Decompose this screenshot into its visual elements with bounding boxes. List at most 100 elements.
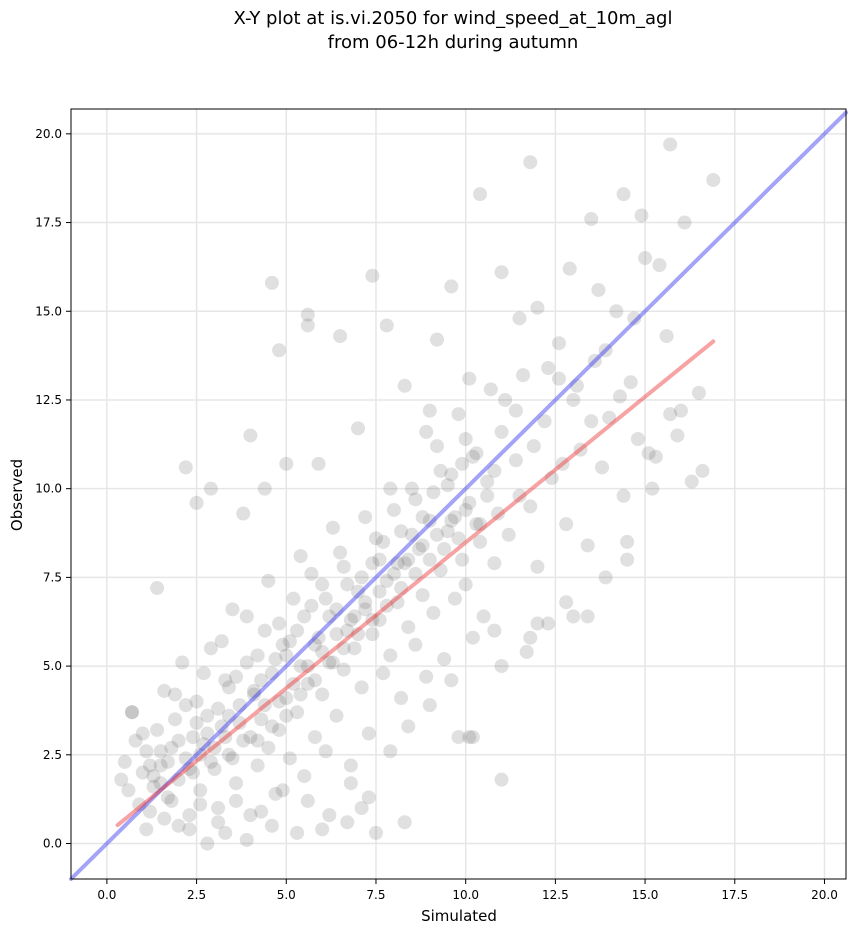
data-point [584, 212, 599, 226]
data-point [376, 666, 391, 681]
data-point [473, 534, 488, 549]
data-point [333, 545, 348, 560]
data-point [609, 304, 624, 319]
data-point [225, 602, 240, 617]
data-point [343, 776, 358, 791]
data-point [315, 577, 330, 592]
data-point [243, 428, 258, 443]
data-point [135, 765, 150, 780]
data-point [300, 793, 315, 808]
data-point [153, 744, 168, 759]
data-point [297, 769, 312, 784]
data-point [422, 552, 437, 567]
data-point [706, 172, 721, 187]
data-point [340, 815, 355, 830]
data-point [620, 552, 635, 567]
data-point [347, 609, 362, 624]
data-point [368, 825, 383, 840]
data-point [261, 740, 276, 755]
data-point [164, 740, 179, 755]
data-point [394, 524, 409, 539]
data-point [121, 783, 136, 798]
data-point [530, 616, 545, 631]
data-point [469, 517, 484, 532]
data-point [290, 623, 305, 638]
data-point [523, 630, 538, 645]
data-point [246, 687, 261, 702]
data-point [268, 786, 283, 801]
data-point [365, 556, 380, 571]
data-point [193, 783, 208, 798]
data-point [221, 747, 236, 762]
data-point [336, 559, 351, 574]
data-point [264, 719, 279, 734]
data-point [354, 680, 369, 695]
data-point [476, 609, 491, 624]
data-point [351, 584, 366, 599]
data-point [494, 659, 509, 674]
data-point [300, 676, 315, 691]
data-point [361, 790, 376, 805]
data-point [386, 502, 401, 517]
data-point [447, 591, 462, 606]
data-point [426, 605, 441, 620]
data-point [279, 691, 294, 706]
data-point [175, 655, 190, 670]
data-point [372, 552, 387, 567]
grid-lines [71, 109, 846, 879]
data-point [178, 698, 193, 713]
data-point [218, 673, 233, 688]
data-point [433, 563, 448, 578]
data-point [221, 708, 236, 723]
y-tick-label: 7.5 [43, 570, 62, 584]
data-point [264, 666, 279, 681]
data-point [333, 329, 348, 344]
data-point [408, 566, 423, 581]
data-point [171, 772, 186, 787]
data-point [150, 722, 165, 737]
data-point [351, 627, 366, 642]
x-tick-label: 12.5 [542, 888, 569, 902]
data-point [422, 403, 437, 418]
data-point [480, 474, 495, 489]
data-point [473, 517, 488, 532]
data-point [573, 442, 588, 457]
data-point [218, 825, 233, 840]
data-point [336, 641, 351, 656]
data-point [343, 612, 358, 627]
data-point [598, 343, 613, 358]
chart-title-line2: from 06-12h during autumn [328, 32, 579, 53]
data-point [465, 449, 480, 464]
data-point [264, 818, 279, 833]
data-point [250, 648, 265, 663]
data-point [559, 595, 574, 610]
data-point [580, 538, 595, 553]
data-point [487, 556, 502, 571]
data-point [691, 385, 706, 400]
y-tick-label: 5.0 [43, 659, 62, 673]
data-point [440, 524, 455, 539]
data-point [300, 318, 315, 333]
data-point [257, 623, 272, 638]
data-point [229, 793, 244, 808]
data-point [645, 481, 660, 496]
data-point [193, 747, 208, 762]
data-point [254, 673, 269, 688]
data-point [189, 715, 204, 730]
data-point [246, 683, 261, 698]
data-point [462, 495, 477, 510]
data-point [239, 832, 254, 847]
data-point [185, 730, 200, 745]
data-point [318, 744, 333, 759]
data-point [555, 456, 570, 471]
data-point [315, 687, 330, 702]
data-point [444, 467, 459, 482]
x-tick-label: 2.5 [187, 888, 206, 902]
data-point [415, 510, 430, 525]
data-point [354, 570, 369, 585]
data-point [437, 542, 452, 556]
data-point [193, 797, 208, 812]
data-point [200, 708, 215, 723]
data-point [634, 208, 649, 223]
